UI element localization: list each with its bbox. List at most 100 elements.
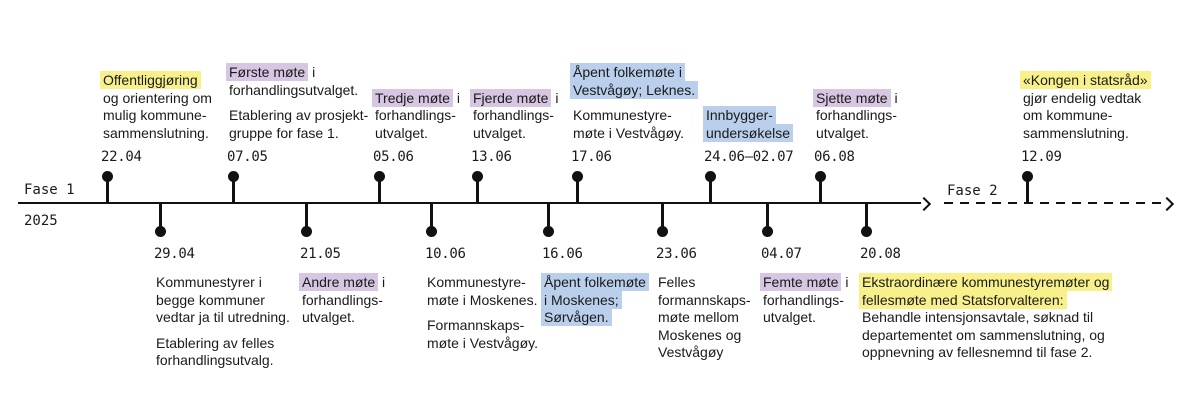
event-text-line: Fjerde møte i (470, 88, 559, 108)
event-text-run: og orientering om (103, 89, 212, 106)
event-date: 29.04 (154, 246, 195, 262)
event-date: 04.07 (761, 246, 802, 262)
event-text-run: i (551, 89, 559, 106)
event-marker-dot (571, 170, 583, 182)
event-text: Åpent folkemøte i Vestvågøy; Leknes. Kommu… (570, 63, 699, 143)
event-text-line: Etablering av felles (156, 335, 290, 353)
event-date: 10.06 (425, 246, 466, 262)
event-date: 23.06 (656, 246, 697, 262)
event-text-run: utvalget. (763, 309, 816, 325)
event-text-line: Moskenes og (658, 327, 751, 345)
event-marker-dot (373, 170, 385, 182)
event-text-line: Felles (658, 274, 751, 292)
highlight-purple: Fjerde møte (470, 88, 552, 107)
phase2-dashed-axis-line (944, 202, 1164, 204)
event-text-run: Felles (658, 274, 696, 290)
event-marker-dot (542, 225, 554, 237)
event-marker-dot (1021, 170, 1033, 182)
event-marker-stem (708, 176, 712, 202)
event-marker-dot (761, 225, 773, 237)
highlight-purple: Tredje møte (372, 88, 453, 107)
event-text-run: utvalget. (473, 124, 526, 141)
highlight-blue: undersøkelse (703, 123, 794, 142)
event-marker-dot (227, 170, 239, 182)
event-text-line: Innbygger- (703, 106, 793, 125)
event-marker-stem (377, 176, 381, 202)
event-text-run: oppnevning av fellesnemnd til fase 2. (862, 344, 1093, 360)
event-text-line: Første møte i (226, 63, 368, 82)
event-text-line: undersøkelse (703, 123, 794, 143)
event-marker-dot (154, 225, 166, 237)
event-marker-stem (429, 204, 433, 231)
event-text-run: Moskenes og (658, 326, 742, 343)
event-text: Sjette møte i forhandlings-utvalget. (813, 88, 898, 143)
event-text-run: forhandlings- (375, 107, 456, 123)
event-text-line: utvalget. (302, 309, 385, 327)
event-text-line: forhandlings- (375, 107, 460, 125)
event-text-line: i Moskenes; (541, 290, 649, 310)
event-text: Andre møte i forhandlings-utvalget. (299, 273, 386, 327)
event-text: Kommunestyrer i begge kommuner vedtar ja t… (156, 274, 290, 370)
event-text-run: sammenslutning. (103, 124, 209, 141)
event-marker-dot (704, 170, 716, 182)
event-text-line: sammenslutning. (103, 125, 212, 143)
event-text-line: møte i Vestvågøy. (573, 125, 698, 143)
event-text-run: utvalget. (302, 309, 355, 325)
event-text: Kommunestyre-møte i Moskenes. Formannskap… (427, 274, 538, 352)
event-text-run: i (308, 64, 316, 80)
event-text-line: Kommunestyre- (427, 274, 538, 292)
event-date: 13.06 (471, 149, 512, 165)
event-text-line: sammenslutning. (1023, 125, 1151, 143)
event-text-run: utvalget. (375, 124, 428, 141)
event-text-line: Sjette møte i (813, 88, 898, 108)
year-label: 2025 (24, 213, 58, 229)
event-text-line: gjør endelig vedtak (1023, 90, 1151, 108)
highlight-blue: Åpent folkemøte (541, 273, 649, 291)
event-marker-stem (864, 204, 868, 231)
event-text-run: forhandlings- (473, 107, 554, 123)
event-marker-dot (471, 170, 483, 182)
event-text-run: forhandlings- (302, 291, 383, 308)
event-date: 21.05 (300, 246, 341, 262)
event-date: 07.05 (227, 149, 268, 165)
event-text: Innbygger-undersøkelse (703, 106, 794, 143)
event-text-line: forhandlingsutvalg. (156, 352, 290, 370)
event-marker-dot (656, 225, 668, 237)
event-text-run: møte i Moskenes. (427, 291, 538, 308)
event-text-run: i (890, 89, 898, 106)
event-text-line: om kommune- (1023, 107, 1151, 125)
event-text-line: Åpent folkemøte i (570, 63, 698, 82)
event-text: «Kongen i statsråd» gjør endelig vedtak om… (1020, 71, 1151, 143)
highlight-purple: Femte møte (760, 273, 842, 291)
highlight-blue: i Moskenes; (541, 290, 622, 309)
event-text-run: Vestvågøy (658, 344, 724, 360)
highlight-yellow: Ekstraordinære kommunestyremøter og (859, 273, 1113, 291)
event-text-line: gruppe for fase 1. (229, 125, 368, 143)
event-text-line: vedtar ja til utredning. (156, 309, 290, 327)
event-text-line: møte i Moskenes. (427, 292, 538, 310)
phase2-arrowhead-icon (1159, 196, 1175, 212)
highlight-blue: Åpent folkemøte i (570, 63, 685, 81)
event-marker-stem (231, 176, 235, 202)
event-text-run: Behandle intensjonsavtale, søknad til (862, 309, 1094, 325)
event-date: 22.04 (101, 149, 142, 165)
paragraph-gap (427, 309, 538, 317)
event-text-run: i (378, 274, 386, 290)
event-text-line: fellesmøte med Statsforvalteren: (859, 290, 1112, 310)
event-text-line: forhandlings- (473, 107, 558, 125)
event-text-line: Vestvågøy (658, 344, 751, 362)
highlight-purple: Andre møte (299, 273, 379, 291)
event-text-line: utvalget. (375, 125, 460, 143)
event-marker-stem (1025, 176, 1029, 202)
paragraph-gap (156, 327, 290, 335)
event-text-line: departementet om sammenslutning, og (862, 327, 1112, 345)
event-text-run: møte mellom (658, 309, 739, 325)
event-text: Fjerde møte i forhandlings-utvalget. (470, 88, 559, 143)
event-text-line: Etablering av prosjekt- (229, 107, 368, 125)
event-text-run: møte i Vestvågøy. (573, 124, 684, 141)
event-marker-stem (575, 176, 579, 202)
event-marker-stem (105, 176, 109, 202)
event-marker-stem (158, 204, 162, 231)
event-text: Felles formannskaps-møte mellom Moskenes o… (658, 274, 751, 362)
event-text-line: forhandlingsutvalget. (229, 82, 368, 100)
